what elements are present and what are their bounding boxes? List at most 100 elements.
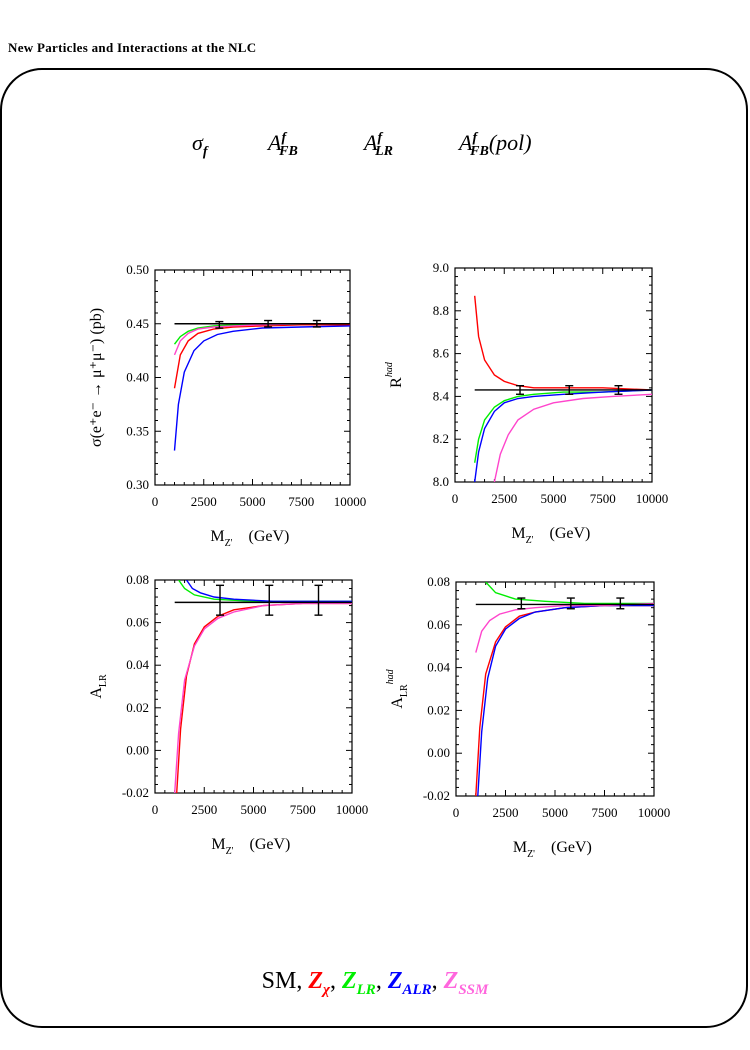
- x-axis-unit: (GeV): [551, 839, 592, 856]
- y-tick-label: -0.02: [122, 785, 149, 800]
- y-tick-label: 0.06: [126, 615, 149, 630]
- series-line-ZSSM: [475, 602, 654, 653]
- series-line-ZALR: [173, 325, 350, 451]
- y-tick-label: 0.45: [126, 316, 149, 331]
- y-axis-label-sup: had: [385, 668, 396, 684]
- y-tick-label: 9.0: [433, 260, 449, 275]
- x-axis-label-main: M: [513, 839, 527, 856]
- x-tick-label: 5000: [542, 805, 568, 820]
- y-tick-label: 0.00: [126, 742, 149, 757]
- y-tick-label: 0.40: [126, 370, 149, 385]
- y-axis-label-main: A: [88, 687, 105, 699]
- alr-subscript: LR: [375, 144, 394, 160]
- y-tick-label: 0.06: [427, 617, 450, 632]
- observable-alr: AfLR: [364, 130, 393, 160]
- x-tick-label: 0: [152, 494, 159, 509]
- y-tick-label: 0.04: [126, 657, 149, 672]
- x-axis-label-main: M: [211, 836, 225, 853]
- legend: SM, Zχ, ZLR, ZALR, ZSSM: [0, 968, 750, 999]
- x-axis-label-sub: Z': [225, 538, 233, 549]
- x-axis-label: MZ': [513, 839, 535, 860]
- afb-superscript: f: [281, 130, 287, 146]
- y-tick-label: 0.02: [126, 700, 149, 715]
- y-tick-label: 0.08: [427, 574, 450, 589]
- y-tick-label: 0.02: [427, 702, 450, 717]
- series-line-ZSSM: [174, 602, 352, 793]
- legend-sm: SM,: [261, 968, 303, 994]
- legend-zlr-label: Z: [341, 968, 357, 994]
- alr-superscript: f: [377, 130, 383, 146]
- x-axis-label: MZ': [211, 836, 233, 857]
- x-tick-label: 2500: [191, 802, 217, 817]
- legend-zalr-label: Z: [387, 968, 403, 994]
- legend-zalr-sub: ALR: [402, 981, 432, 998]
- x-axis-unit: (GeV): [249, 528, 290, 545]
- series-line-ZLR: [485, 582, 654, 605]
- x-tick-label: 0: [453, 805, 460, 820]
- chart-panel-4: -0.02 0.00 0.02 0.04 0.06 0.08 0 2500 5000 7500 10…: [385, 574, 670, 860]
- sigma-symbol: σ: [192, 130, 203, 155]
- x-tick-label: 5000: [541, 491, 567, 506]
- series-line-ZLR: [474, 389, 652, 463]
- plot-area: [173, 323, 350, 451]
- x-tick-label: 2500: [493, 805, 519, 820]
- y-tick-label: 8.0: [433, 474, 449, 489]
- plot-area: [174, 580, 352, 793]
- y-axis-label-main: σ(e⁺e⁻ → μ⁺μ⁻) (pb): [88, 308, 105, 447]
- afbpol-symbol: A: [459, 130, 473, 155]
- x-axis-label-sub: Z': [527, 849, 535, 860]
- y-tick-label: 0.50: [126, 262, 149, 277]
- y-tick-label: 0.00: [427, 745, 450, 760]
- y-axis-label: ALRhad: [385, 668, 410, 708]
- x-tick-label: 2500: [191, 494, 217, 509]
- y-tick-label: 8.6: [433, 346, 450, 361]
- x-axis-label-sub: Z': [226, 846, 234, 857]
- legend-zlr-sub: LR: [356, 981, 376, 998]
- afb-subscript: FB: [279, 144, 298, 160]
- chart-panel-1: 0.30 0.35 0.40 0.45 0.50 0 2500 5000 7500 10000 MZ…: [88, 262, 366, 549]
- series-line-ZALR: [185, 580, 352, 602]
- y-axis-label-sub: LR: [98, 674, 109, 687]
- x-tick-label: 7500: [590, 491, 616, 506]
- plot-frame: [455, 581, 655, 797]
- x-axis-label-main: M: [210, 528, 224, 545]
- legend-zssm-sub: SSM: [458, 981, 489, 998]
- y-tick-label: 0.30: [126, 477, 149, 492]
- y-tick-label: 0.08: [126, 572, 149, 587]
- x-tick-label: 5000: [241, 802, 267, 817]
- alr-symbol: A: [364, 130, 378, 155]
- legend-sep: ,: [329, 968, 336, 994]
- afbpol-tail: (pol): [488, 130, 532, 155]
- y-axis-label: ALR: [88, 674, 109, 699]
- y-axis-label: σ(e⁺e⁻ → μ⁺μ⁻) (pb): [88, 308, 105, 447]
- y-axis-label-main: R: [388, 377, 405, 388]
- series-line-ZSSM: [493, 393, 652, 482]
- x-tick-label: 10000: [334, 494, 367, 509]
- legend-zalr: ZALR: [387, 968, 432, 998]
- afbpol-subscript: FB: [470, 144, 489, 160]
- y-tick-label: 8.4: [433, 388, 450, 403]
- y-tick-label: 8.8: [433, 303, 449, 318]
- legend-zlr: ZLR: [341, 968, 376, 998]
- slide-frame: [0, 68, 748, 1028]
- x-tick-label: 10000: [636, 491, 669, 506]
- series-line-ZALR: [477, 604, 654, 796]
- plot-area: [475, 582, 654, 796]
- series-line-Zchi: [173, 324, 350, 389]
- legend-zssm-label: Z: [443, 968, 459, 994]
- legend-sep: ,: [375, 968, 382, 994]
- x-tick-label: 2500: [491, 491, 517, 506]
- plot-frame: [454, 267, 653, 483]
- plot-frame: [154, 269, 351, 486]
- x-axis-label: MZ': [210, 528, 232, 549]
- x-tick-label: 10000: [638, 805, 671, 820]
- plot-area: [474, 295, 652, 482]
- observable-afb: AfFB: [268, 130, 298, 160]
- y-axis-label-sup: had: [384, 361, 395, 377]
- x-tick-label: 7500: [592, 805, 618, 820]
- y-axis-label-main: A: [389, 697, 406, 709]
- y-tick-label: 8.2: [433, 431, 449, 446]
- x-tick-label: 5000: [240, 494, 266, 509]
- sigma-subscript: f: [202, 144, 208, 160]
